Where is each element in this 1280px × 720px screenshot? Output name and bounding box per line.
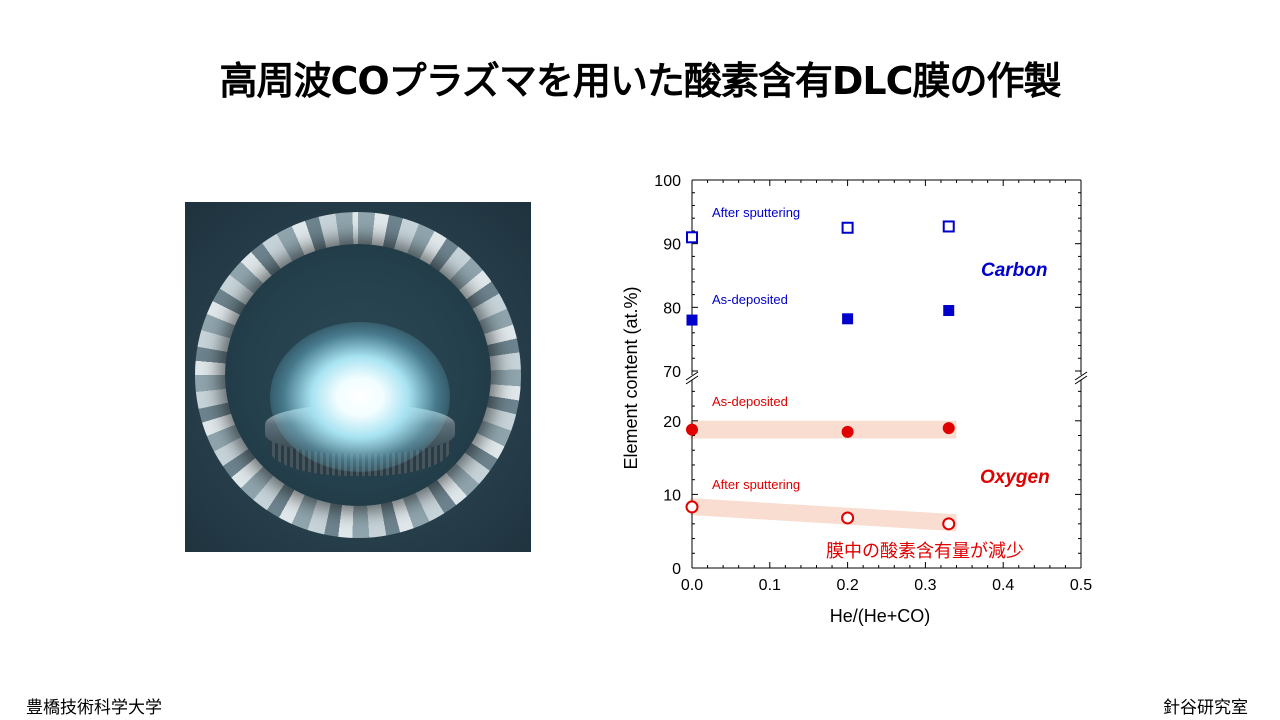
- x-tick-label: 0.3: [914, 577, 936, 594]
- plot-frame: [685, 179, 1088, 569]
- marker-oxygen-filled-circle: [841, 425, 854, 438]
- y-tick-label-lower: 10: [663, 487, 681, 504]
- marker-carbon-open-square: [942, 220, 955, 233]
- y-tick-label-upper: 100: [654, 173, 681, 190]
- plasma-chamber-photo: [185, 202, 531, 552]
- marker-carbon-filled-square: [842, 313, 854, 325]
- y-tick-label-upper: 70: [663, 364, 681, 381]
- group-label-carbon: Carbon: [981, 260, 1048, 281]
- x-tick-label: 0.0: [681, 577, 703, 594]
- y-tick-label-lower: 0: [672, 561, 681, 578]
- y-tick-label-lower: 20: [663, 414, 681, 431]
- axis-break-left-2: [685, 375, 699, 385]
- group-label-oxygen: Oxygen: [980, 467, 1050, 488]
- marker-carbon-open-square: [686, 231, 698, 244]
- y-tick-label-upper: 90: [663, 237, 681, 254]
- x-tick-label: 0.5: [1070, 577, 1092, 594]
- axis-break-right-2: [1074, 375, 1088, 385]
- marker-oxygen-filled-circle: [942, 422, 955, 435]
- marker-oxygen-open-circle: [942, 517, 956, 531]
- annotation-oxygen-decrease: 膜中の酸素含有量が減少: [826, 541, 1024, 561]
- series-label-carbon-after-sputtering: After sputtering: [712, 205, 800, 220]
- band-oxygen-as-deposited: [690, 420, 957, 439]
- marker-oxygen-open-circle: [841, 511, 855, 525]
- marker-carbon-open-square: [841, 221, 854, 234]
- y-axis-label: Element content (at.%): [621, 286, 641, 469]
- band-oxygen-after-sputtering: [690, 498, 957, 532]
- footer-lab: 針谷研究室: [1163, 698, 1248, 718]
- plasma-glow: [270, 322, 450, 472]
- series-label-oxygen-as-deposited: As-deposited: [712, 394, 788, 409]
- axis-break-left-1: [685, 371, 699, 381]
- series-label-oxygen-after-sputtering: After sputtering: [712, 477, 800, 492]
- slide-title: 高周波COプラズマを用いた酸素含有DLC膜の作製: [219, 59, 1061, 103]
- axis-ticks: [691, 179, 1082, 569]
- series-label-carbon-as-deposited: As-deposited: [712, 292, 788, 307]
- axis-break-right-1: [1074, 371, 1088, 381]
- marker-oxygen-open-circle: [685, 500, 699, 514]
- data-markers: [685, 220, 956, 531]
- x-tick-label: 0.1: [759, 577, 781, 594]
- marker-oxygen-filled-circle: [686, 423, 698, 436]
- element-content-chart: 0.0 0.1 0.2 0.3 0.4 0.5 70 80 90 100 0 10 20 After s…: [621, 173, 1092, 626]
- x-tick-label: 0.2: [836, 577, 858, 594]
- marker-carbon-filled-square: [686, 314, 698, 326]
- x-axis-label: He/(He+CO): [830, 606, 931, 626]
- tick-labels: 0.0 0.1 0.2 0.3 0.4 0.5 70 80 90 100 0 10 20: [654, 173, 1092, 594]
- x-tick-label: 0.4: [992, 577, 1014, 594]
- footer-university: 豊橋技術科学大学: [26, 698, 162, 718]
- y-tick-label-upper: 80: [663, 300, 681, 317]
- marker-carbon-filled-square: [943, 305, 955, 317]
- trend-bands: [690, 420, 957, 532]
